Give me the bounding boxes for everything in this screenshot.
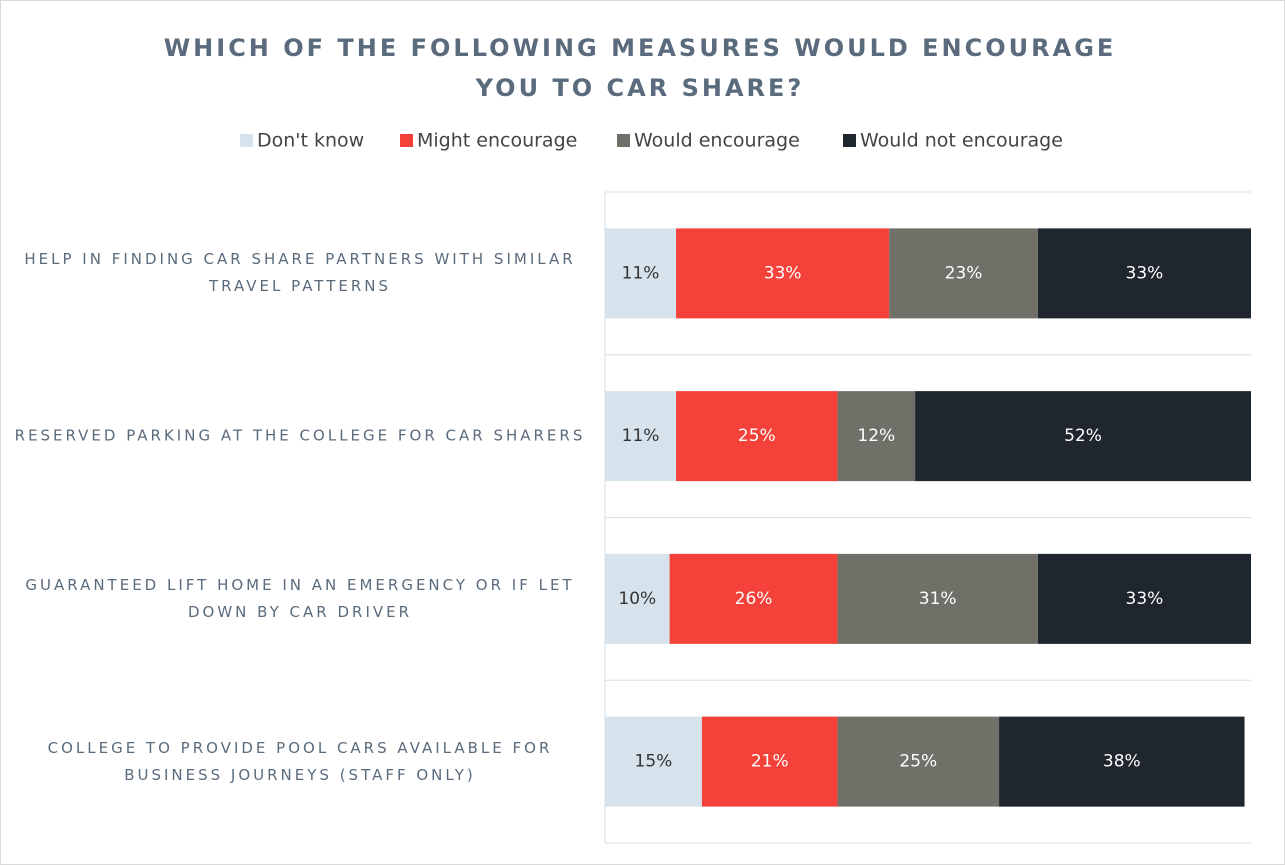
value-label: 21% — [751, 752, 789, 772]
value-label: 33% — [1126, 263, 1164, 283]
legend-swatch — [617, 134, 630, 147]
bar-segment — [1037, 553, 1251, 644]
legend-swatch — [240, 134, 253, 147]
bar-segment — [605, 553, 670, 644]
value-label: 25% — [899, 752, 937, 772]
value-label: 10% — [618, 589, 656, 609]
legend-label: Don't know — [257, 130, 364, 152]
value-label: 25% — [738, 426, 776, 446]
bar-segment — [999, 716, 1245, 807]
bar-segment — [837, 553, 1038, 644]
category-label: COLLEGE TO PROVIDE POOL CARS AVAILABLE F… — [47, 738, 553, 784]
bar-segment — [1037, 228, 1251, 319]
chart-title: WHICH OF THE FOLLOWING MEASURES WOULD EN… — [163, 34, 1117, 102]
category-label: RESERVED PARKING AT THE COLLEGE FOR CAR … — [14, 426, 586, 445]
legend-swatch — [843, 134, 856, 147]
value-label: 26% — [735, 589, 773, 609]
bar-segment — [701, 716, 838, 807]
bar-segment — [915, 391, 1251, 482]
value-label: 31% — [919, 589, 957, 609]
value-label: 15% — [635, 752, 673, 772]
value-label: 33% — [1126, 589, 1164, 609]
bar-segment — [676, 228, 890, 319]
value-label: 12% — [857, 426, 895, 446]
value-label: 38% — [1103, 752, 1141, 772]
bar-segment — [605, 391, 677, 482]
bar-segment — [669, 553, 838, 644]
value-label: 11% — [622, 426, 660, 446]
bar-segment — [837, 716, 1000, 807]
bar-segment — [676, 391, 838, 482]
legend-label: Might encourage — [417, 130, 577, 152]
value-label: 52% — [1064, 426, 1102, 446]
legend-label: Would encourage — [634, 130, 800, 152]
category-label: HELP IN FINDING CAR SHARE PARTNERS WITH … — [24, 250, 576, 296]
bar-segment — [605, 716, 702, 807]
value-label: 11% — [622, 263, 660, 283]
bar-segment — [837, 391, 916, 482]
legend-label: Would not encourage — [860, 130, 1063, 152]
category-label: GUARANTEED LIFT HOME IN AN EMERGENCY OR … — [25, 575, 575, 621]
value-label: 33% — [764, 263, 802, 283]
legend-swatch — [400, 134, 413, 147]
bar-segment — [889, 228, 1038, 319]
value-label: 23% — [945, 263, 983, 283]
bar-segment — [605, 228, 677, 319]
